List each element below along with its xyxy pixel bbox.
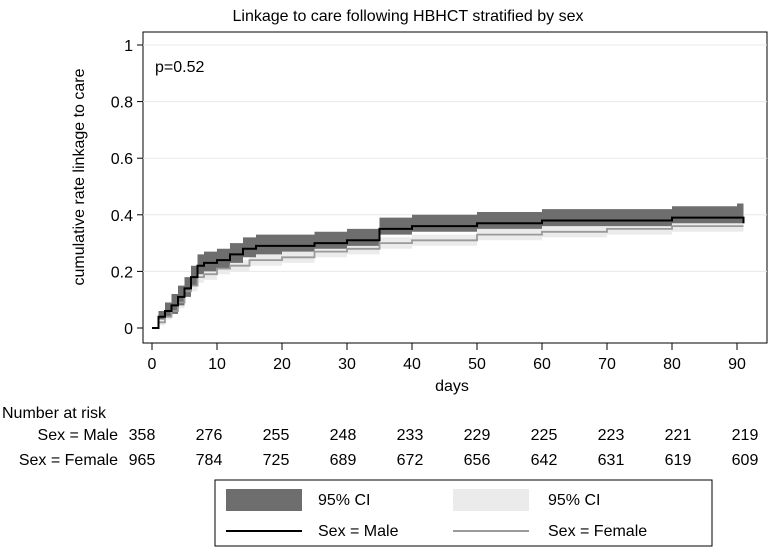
risk-value-0-9: 219 [732, 427, 759, 444]
plot-frame [142, 31, 768, 344]
risk-value-1-7: 631 [598, 452, 625, 469]
risk-value-0-6: 225 [531, 427, 558, 444]
y-tick-label-1: 0.2 [111, 264, 133, 281]
y-tick-label-2: 0.4 [111, 208, 133, 225]
x-tick-label-7: 70 [598, 356, 616, 373]
ci-band-series-0 [152, 203, 744, 328]
risk-table-header: Number at risk [2, 405, 107, 422]
survival-lines [152, 216, 745, 329]
survival-line-series-0 [152, 216, 745, 329]
ci-band-series-1 [152, 220, 744, 328]
risk-value-1-5: 656 [464, 452, 491, 469]
legend-label-1: 95% CI [548, 492, 600, 509]
x-axis-label: days [435, 378, 469, 395]
y-tick-label-3: 0.6 [111, 151, 133, 168]
y-tick-label-0: 0 [124, 321, 133, 338]
survival-line-series-1 [152, 225, 744, 329]
risk-value-1-9: 609 [732, 452, 759, 469]
risk-value-1-0: 965 [129, 452, 156, 469]
risk-row-label-0: Sex = Male [38, 427, 119, 444]
y-tick-label-4: 0.8 [111, 95, 133, 112]
x-tick-label-3: 30 [338, 356, 356, 373]
risk-value-0-2: 255 [263, 427, 290, 444]
risk-table: Sex = Male 358 276 255 248 233 229 225 223 221 219… [19, 427, 759, 469]
risk-value-0-5: 229 [464, 427, 491, 444]
x-tick-label-5: 50 [468, 356, 486, 373]
legend-label-2: Sex = Male [318, 523, 399, 540]
x-tick-label-4: 40 [403, 356, 421, 373]
risk-value-1-8: 619 [665, 452, 692, 469]
legend-label-3: Sex = Female [548, 523, 647, 540]
x-tick-label-9: 90 [728, 356, 746, 373]
risk-value-0-3: 248 [330, 427, 357, 444]
ci-bands [152, 203, 744, 328]
legend-swatch-1 [453, 489, 529, 511]
risk-value-0-7: 223 [598, 427, 625, 444]
risk-value-1-1: 784 [196, 452, 223, 469]
risk-value-0-1: 276 [196, 427, 223, 444]
risk-value-1-2: 725 [263, 452, 290, 469]
y-axis-label: cumulative rate linkage to care [71, 68, 88, 285]
risk-value-0-8: 221 [665, 427, 692, 444]
risk-value-1-3: 689 [330, 452, 357, 469]
risk-row-label-1: Sex = Female [19, 452, 118, 469]
legend: 95% CI 95% CI Sex = Male Sex = Female [226, 489, 647, 540]
axes: 00.20.40.60.810 10 20 30 40 50 60 70 80 90 [111, 38, 746, 373]
x-tick-label-8: 80 [663, 356, 681, 373]
chart-title: Linkage to care following HBHCT stratifi… [233, 8, 584, 25]
x-tick-label-0: 0 [148, 356, 157, 373]
y-tick-label-5: 1 [124, 38, 133, 55]
legend-label-0: 95% CI [318, 492, 370, 509]
risk-value-1-4: 672 [397, 452, 424, 469]
x-tick-label-2: 20 [273, 356, 291, 373]
p-value-annotation: p=0.52 [155, 59, 204, 76]
risk-value-0-4: 233 [397, 427, 424, 444]
risk-value-1-6: 642 [531, 452, 558, 469]
risk-value-0-0: 358 [129, 427, 156, 444]
x-tick-label-6: 60 [533, 356, 551, 373]
x-tick-label-1: 10 [208, 356, 226, 373]
legend-swatch-0 [226, 489, 302, 511]
